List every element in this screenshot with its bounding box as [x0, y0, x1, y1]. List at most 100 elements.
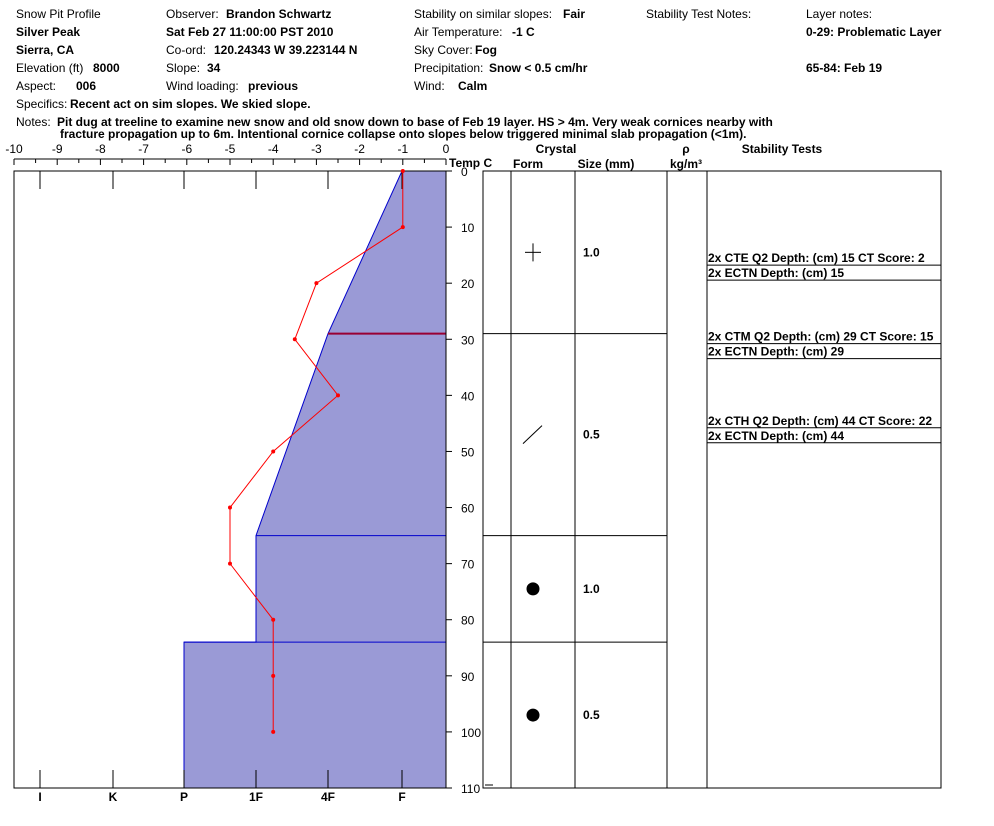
crystal-form-dot — [526, 708, 540, 722]
temp-tick-label: -10 — [5, 142, 23, 156]
stability-test-notes-label: Stability Test Notes: — [646, 7, 752, 21]
slope-value: 34 — [207, 61, 221, 75]
depth-tick-label: 90 — [461, 670, 475, 684]
depth-tick-label: 40 — [461, 389, 475, 403]
depth-tick-label: 70 — [461, 558, 475, 572]
chart-frame — [13, 170, 447, 789]
stability-label: Stability on similar slopes: — [414, 7, 553, 21]
crystal-size: 0.5 — [583, 428, 600, 442]
specifics-value: Recent act on sim slopes. We skied slope… — [70, 97, 311, 111]
hardness-label: I — [38, 790, 41, 804]
layer-note-2: 65-84: Feb 19 — [806, 61, 883, 75]
depth-tick-label: 20 — [461, 277, 475, 291]
temperature-point — [228, 561, 232, 566]
aspect-value: 006 — [76, 79, 97, 93]
temp-axis-label: Temp C — [449, 156, 492, 170]
depth-tick-label: 60 — [461, 502, 475, 516]
depth-tick-label: 110 — [461, 782, 480, 796]
aspect-label: Aspect: — [16, 79, 57, 93]
precip-label: Precipitation: — [414, 61, 484, 75]
crystal-size: 1.0 — [583, 582, 600, 596]
hardness-fill-polygon — [183, 170, 447, 789]
temperature-point — [314, 281, 319, 286]
column-header-form: Form — [513, 157, 543, 171]
temp-tick-label: 0 — [443, 142, 450, 156]
temp-tick-label: -7 — [138, 142, 149, 156]
temp-tick-label: -5 — [225, 142, 236, 156]
profile-title: Snow Pit Profile — [16, 7, 101, 21]
depth-tick-label: 50 — [461, 445, 475, 459]
temperature-point — [228, 505, 232, 510]
coord-label: Co-ord: — [166, 43, 207, 57]
crystal-size: 0.5 — [583, 708, 600, 722]
depth-tick-label: 100 — [461, 726, 481, 740]
temperature-point — [400, 225, 405, 230]
specifics-label: Specifics: — [16, 97, 68, 111]
crystal-size: 1.0 — [583, 245, 600, 259]
stability-test-entry: 2x CTE Q2 Depth: (cm) 15 CT Score: 2 — [708, 251, 925, 265]
notes-line-1: Pit dug at treeline to examine new snow … — [57, 115, 773, 129]
wind-label: Wind: — [414, 79, 445, 93]
temperature-point — [271, 673, 276, 678]
stability-test-entry: 2x ECTN Depth: (cm) 44 — [708, 429, 844, 443]
column-header-rho: ρ — [682, 142, 689, 156]
hardness-label: K — [109, 790, 118, 804]
temperature-point — [271, 729, 276, 734]
precip-value: Snow < 0.5 cm/hr — [489, 61, 588, 75]
temp-tick-label: -9 — [52, 142, 63, 156]
air-temp-value: -1 C — [512, 25, 535, 39]
stability-test-entry: 2x CTM Q2 Depth: (cm) 29 CT Score: 15 — [708, 330, 934, 344]
layers-table-frame — [482, 170, 942, 789]
stability-test-entry: 2x ECTN Depth: (cm) 29 — [708, 345, 844, 359]
crystal-form-slash — [522, 425, 543, 444]
observation-date: Sat Feb 27 11:00:00 PST 2010 — [166, 25, 334, 39]
slope-label: Slope: — [166, 61, 201, 75]
sky-label: Sky Cover: — [414, 43, 473, 57]
depth-tick-label: 0 — [461, 165, 468, 179]
hardness-layer — [183, 170, 447, 789]
observer-label: Observer: — [166, 7, 219, 21]
temp-tick-label: -4 — [268, 142, 279, 156]
depth-tick-label: 10 — [461, 221, 475, 235]
temp-tick-label: -8 — [95, 142, 106, 156]
column-header-stability-tests: Stability Tests — [742, 142, 823, 156]
temp-tick-label: -3 — [311, 142, 322, 156]
stability-test-entry: 2x ECTN Depth: (cm) 15 — [708, 266, 844, 280]
hardness-label: 1F — [249, 790, 263, 804]
hardness-label: P — [180, 790, 188, 804]
depth-tick-label: 30 — [461, 333, 475, 347]
air-temp-label: Air Temperature: — [414, 25, 503, 39]
temperature-point — [400, 169, 405, 173]
depth-tick-label: 80 — [461, 614, 475, 628]
column-header-density-unit: kg/m³ — [670, 157, 702, 171]
region: Sierra, CA — [16, 43, 75, 57]
layer-notes-label: Layer notes: — [806, 7, 873, 21]
wind-loading-value: previous — [248, 79, 299, 93]
temperature-point — [336, 393, 340, 398]
wind-loading-label: Wind loading: — [166, 79, 239, 93]
temperature-point — [271, 449, 276, 454]
wind-value: Calm — [458, 79, 488, 93]
location-name: Silver Peak — [16, 25, 81, 39]
column-header-size: Size (mm) — [578, 157, 635, 171]
temperature-point — [271, 617, 276, 622]
temp-tick-label: -2 — [354, 142, 365, 156]
coord-value: 120.24343 W 39.223144 N — [214, 43, 358, 57]
hardness-label: F — [398, 790, 405, 804]
sky-value: Fog — [475, 43, 497, 57]
temp-tick-label: -1 — [397, 142, 408, 156]
hardness-label: 4F — [321, 790, 335, 804]
temperature-point — [292, 337, 297, 342]
crystal-form-dot — [526, 582, 540, 596]
elevation-label: Elevation (ft) — [16, 61, 84, 75]
notes-label: Notes: — [16, 115, 51, 129]
elevation-value: 8000 — [93, 61, 120, 75]
temp-tick-label: -6 — [181, 142, 192, 156]
layer-note-1: 0-29: Problematic Layer — [806, 25, 942, 39]
observer-value: Brandon Schwartz — [226, 7, 332, 21]
column-header-crystal: Crystal — [536, 142, 577, 156]
stability-test-entry: 2x CTH Q2 Depth: (cm) 44 CT Score: 22 — [708, 414, 932, 428]
stability-value: Fair — [563, 7, 586, 21]
notes-line-2: fracture propagation up to 6m. Intention… — [60, 127, 747, 141]
